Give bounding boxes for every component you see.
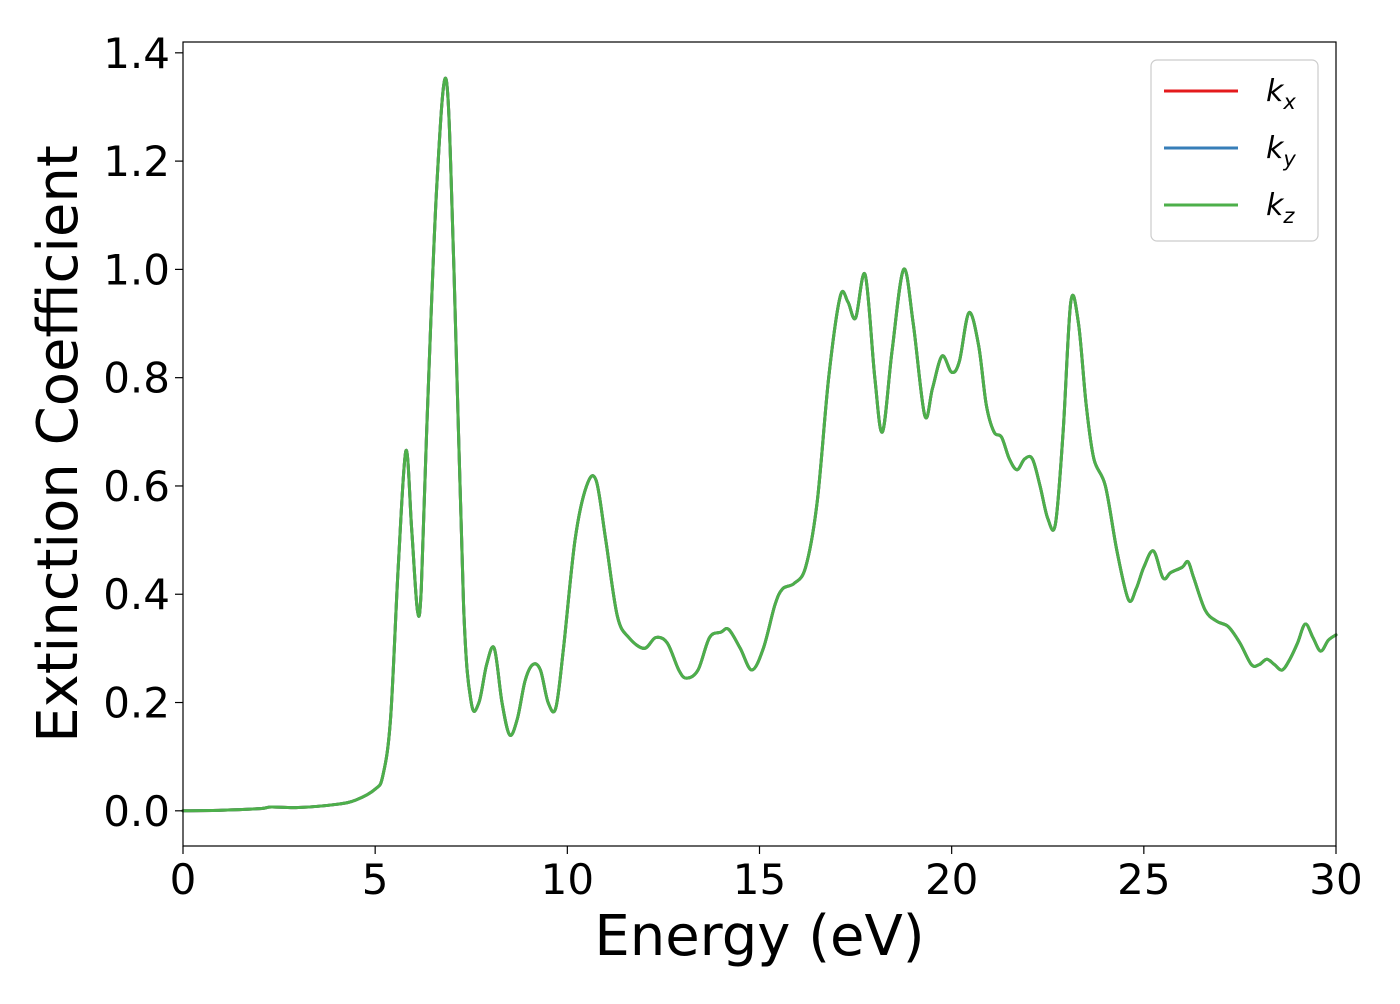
legend-entry-label: kz (1266, 188, 1295, 228)
y-tick-label: 0.8 (103, 354, 170, 403)
x-tick-label: 25 (1117, 855, 1170, 904)
y-axis-title: Extinction Coefficient (26, 145, 91, 743)
y-tick-label: 0.6 (103, 462, 170, 511)
x-tick-label: 5 (362, 855, 389, 904)
y-tick-label: 1.2 (103, 137, 170, 186)
x-tick-label: 30 (1309, 855, 1362, 904)
x-tick-label: 15 (733, 855, 786, 904)
x-tick-label: 20 (925, 855, 978, 904)
x-axis-ticks: 0 5 10 15 20 25 30 (170, 846, 1363, 904)
y-tick-label: 0.4 (103, 570, 170, 619)
legend-box (1150, 59, 1319, 242)
y-tick-label: 0.0 (103, 787, 170, 836)
series-line-kz (181, 76, 1338, 813)
series-layer (181, 76, 1338, 813)
x-tick-label: 0 (170, 855, 197, 904)
y-tick-label: 1.4 (103, 29, 170, 78)
y-axis-ticks: 0.0 0.2 0.4 0.6 0.8 1.0 1.2 1.4 (103, 29, 183, 836)
legend-entry-label: kx (1266, 74, 1296, 114)
x-axis-title: Energy (eV) (594, 904, 924, 969)
legend-entry-label: ky (1266, 131, 1296, 171)
y-tick-label: 0.2 (103, 679, 170, 728)
legend: kx ky kz (1150, 59, 1319, 242)
y-tick-label: 1.0 (103, 245, 170, 294)
x-tick-label: 10 (541, 855, 594, 904)
